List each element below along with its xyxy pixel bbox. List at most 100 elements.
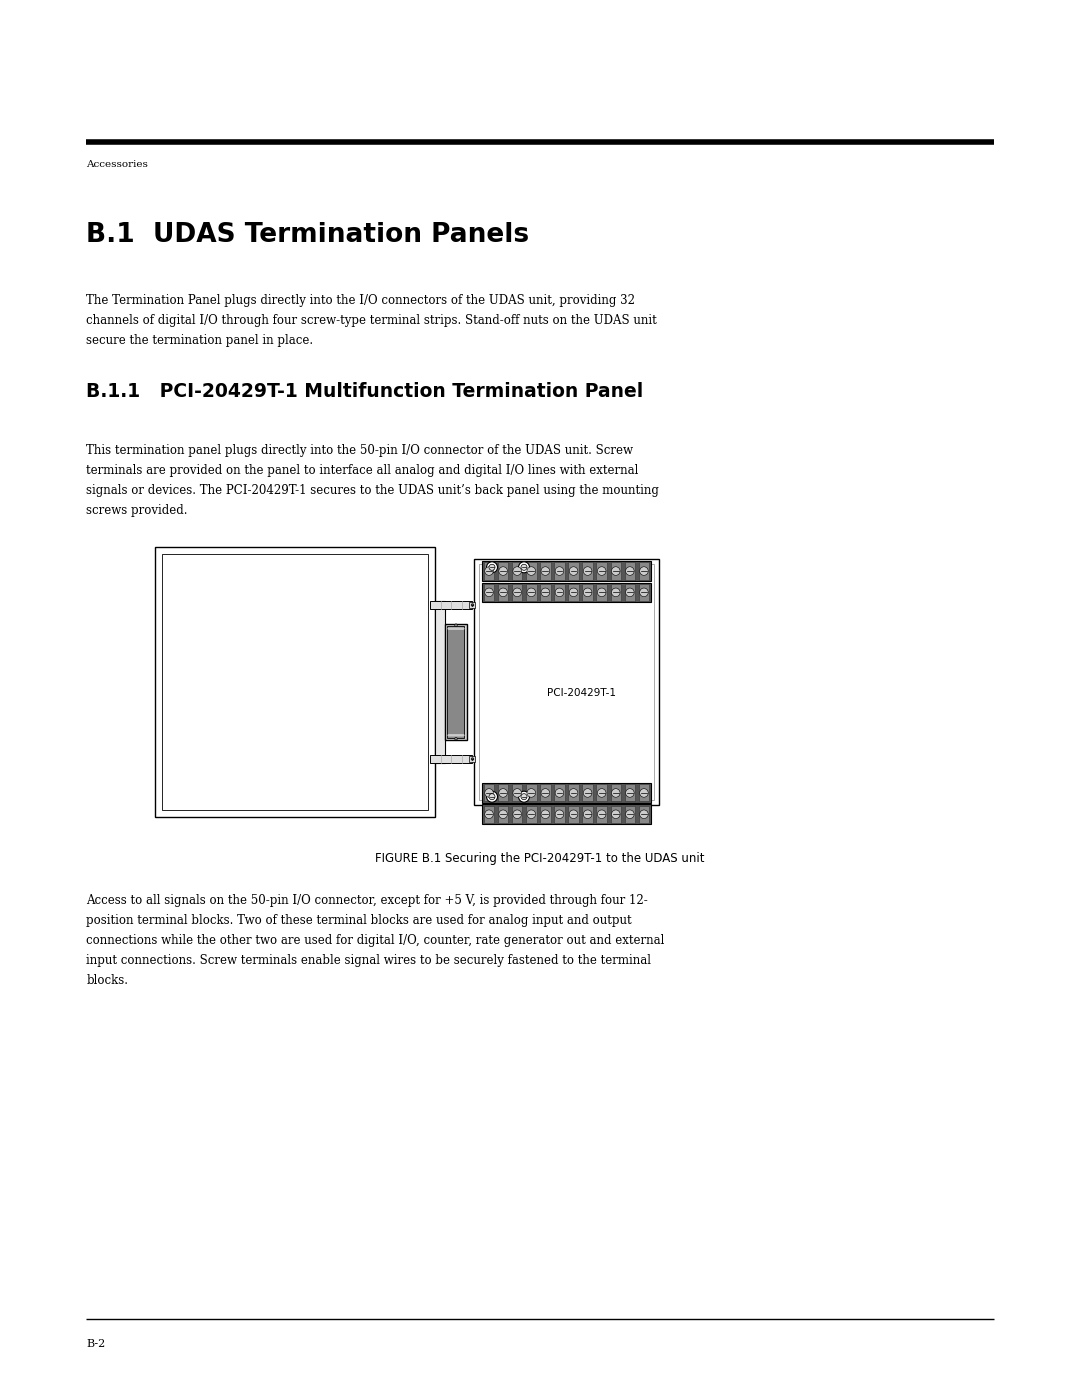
Bar <box>610 563 621 580</box>
Circle shape <box>541 567 550 576</box>
Circle shape <box>521 564 527 570</box>
Bar <box>582 806 593 823</box>
Bar <box>484 784 495 802</box>
Bar <box>596 584 607 601</box>
Bar <box>638 584 649 601</box>
Bar <box>624 784 635 802</box>
Circle shape <box>541 789 550 798</box>
Text: terminals are provided on the panel to interface all analog and digital I/O line: terminals are provided on the panel to i… <box>86 464 638 476</box>
Bar <box>430 754 472 763</box>
Circle shape <box>541 810 550 819</box>
Text: B.1  UDAS Termination Panels: B.1 UDAS Termination Panels <box>86 222 529 249</box>
Circle shape <box>611 789 620 798</box>
Bar <box>610 584 621 601</box>
Bar <box>482 583 651 602</box>
Bar <box>540 806 551 823</box>
Bar <box>638 563 649 580</box>
Bar <box>447 626 464 738</box>
Circle shape <box>513 588 522 597</box>
Circle shape <box>597 567 606 576</box>
Circle shape <box>513 567 522 576</box>
Circle shape <box>486 562 498 573</box>
Bar <box>568 584 579 601</box>
Bar <box>554 584 565 601</box>
Circle shape <box>569 810 578 819</box>
Text: Access to all signals on the 50-pin I/O connector, except for +5 V, is provided : Access to all signals on the 50-pin I/O … <box>86 894 648 907</box>
Circle shape <box>527 567 536 576</box>
Circle shape <box>611 567 620 576</box>
Circle shape <box>485 588 494 597</box>
Circle shape <box>639 810 648 819</box>
Bar <box>526 563 537 580</box>
Circle shape <box>555 789 564 798</box>
Circle shape <box>569 567 578 576</box>
Bar <box>482 784 651 803</box>
Circle shape <box>518 562 529 573</box>
Bar <box>512 584 523 601</box>
Bar <box>484 563 495 580</box>
Bar <box>469 756 475 761</box>
Bar <box>582 563 593 580</box>
Circle shape <box>486 791 498 802</box>
Bar <box>596 784 607 802</box>
Bar <box>610 784 621 802</box>
Bar <box>156 548 435 817</box>
Circle shape <box>471 604 474 606</box>
Circle shape <box>583 588 592 597</box>
Circle shape <box>513 810 522 819</box>
Circle shape <box>499 588 508 597</box>
Circle shape <box>625 810 634 819</box>
Circle shape <box>611 588 620 597</box>
Bar <box>624 563 635 580</box>
Text: FIGURE B.1 Securing the PCI-20429T-1 to the UDAS unit: FIGURE B.1 Securing the PCI-20429T-1 to … <box>375 852 705 865</box>
Bar <box>474 559 659 805</box>
Text: blocks.: blocks. <box>86 974 129 988</box>
Bar <box>430 601 472 609</box>
Circle shape <box>455 738 457 740</box>
Circle shape <box>485 789 494 798</box>
Bar <box>540 584 551 601</box>
Circle shape <box>583 789 592 798</box>
Bar <box>610 806 621 823</box>
Circle shape <box>625 588 634 597</box>
Circle shape <box>527 588 536 597</box>
Text: position terminal blocks. Two of these terminal blocks are used for analog input: position terminal blocks. Two of these t… <box>86 914 632 928</box>
Circle shape <box>527 789 536 798</box>
Circle shape <box>521 793 527 799</box>
Circle shape <box>555 588 564 597</box>
Bar <box>554 563 565 580</box>
Bar <box>469 602 475 608</box>
Bar <box>512 784 523 802</box>
Circle shape <box>569 588 578 597</box>
Bar <box>480 564 654 800</box>
Text: screws provided.: screws provided. <box>86 504 188 517</box>
Circle shape <box>485 567 494 576</box>
Bar <box>435 601 445 763</box>
Bar <box>624 584 635 601</box>
Text: input connections. Screw terminals enable signal wires to be securely fastened t: input connections. Screw terminals enabl… <box>86 954 651 967</box>
Bar <box>445 623 467 740</box>
Bar <box>582 784 593 802</box>
Text: B.1.1   PCI-20429T-1 Multifunction Termination Panel: B.1.1 PCI-20429T-1 Multifunction Termina… <box>86 381 644 401</box>
Bar <box>540 784 551 802</box>
Circle shape <box>513 789 522 798</box>
Text: B-2: B-2 <box>86 1338 106 1350</box>
Circle shape <box>489 564 495 570</box>
Bar <box>482 562 651 581</box>
Circle shape <box>471 757 474 760</box>
Bar <box>554 784 565 802</box>
Bar <box>484 584 495 601</box>
Bar <box>568 784 579 802</box>
Bar <box>482 805 651 824</box>
Circle shape <box>583 810 592 819</box>
Circle shape <box>597 588 606 597</box>
Bar <box>540 563 551 580</box>
Circle shape <box>541 588 550 597</box>
Circle shape <box>625 789 634 798</box>
Bar <box>526 806 537 823</box>
Bar <box>582 584 593 601</box>
Bar <box>596 806 607 823</box>
Bar <box>484 806 495 823</box>
Text: channels of digital I/O through four screw-type terminal strips. Stand-off nuts : channels of digital I/O through four scr… <box>86 314 657 327</box>
Text: This termination panel plugs directly into the 50-pin I/O connector of the UDAS : This termination panel plugs directly in… <box>86 444 633 457</box>
